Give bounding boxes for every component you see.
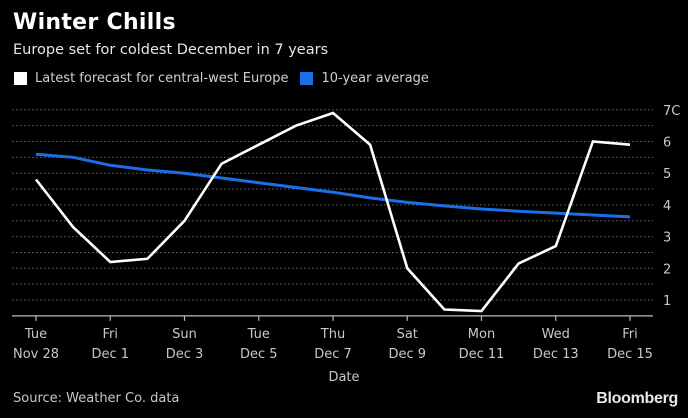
x-tick-label-day: Tue — [24, 327, 47, 342]
y-tick-label: 6 — [663, 136, 671, 151]
x-axis-title: Date — [328, 370, 359, 385]
x-tick-label-date: Dec 15 — [607, 347, 653, 362]
legend-item-average: 10-year average — [300, 71, 429, 86]
chart-title: Winter Chills — [13, 10, 176, 35]
x-tick-label-day: Tue — [247, 327, 270, 342]
series-line-forecast — [34, 111, 631, 313]
legend-swatch-forecast — [14, 72, 27, 85]
legend-label-forecast: Latest forecast for central-west Europe — [35, 71, 289, 86]
x-tick-label-date: Nov 28 — [13, 347, 59, 362]
chart-subtitle: Europe set for coldest December in 7 yea… — [13, 42, 329, 58]
x-tick-label-date: Dec 5 — [240, 347, 278, 362]
y-tick-label: 1 — [663, 294, 671, 309]
series-line-average — [35, 152, 631, 219]
x-tick-label-date: Dec 9 — [388, 347, 426, 362]
y-tick-label: 7C — [663, 104, 680, 119]
x-tick-label-day: Sat — [397, 327, 418, 342]
x-tick-label-day: Thu — [320, 327, 345, 342]
x-tick-label-date: Dec 1 — [91, 347, 129, 362]
bloomberg-logo: Bloomberg — [596, 390, 678, 407]
x-tick-label-day: Fri — [622, 327, 638, 342]
x-tick-label-day: Fri — [103, 327, 119, 342]
legend-item-forecast: Latest forecast for central-west Europe — [14, 71, 288, 86]
x-tick-label-date: Dec 11 — [459, 347, 505, 362]
y-tick-label: 2 — [663, 262, 671, 277]
source-note: Source: Weather Co. data — [13, 391, 180, 406]
y-tick-label: 5 — [663, 167, 671, 182]
legend-label-average: 10-year average — [321, 71, 429, 86]
x-tick-label-date: Dec 7 — [314, 347, 352, 362]
x-tick-label-day: Sun — [172, 327, 197, 342]
y-tick-label: 3 — [663, 231, 671, 246]
x-tick-label-day: Mon — [468, 327, 495, 342]
legend: Latest forecast for central-west Europe … — [14, 71, 441, 86]
y-tick-label: 4 — [663, 199, 671, 214]
x-tick-label-day: Wed — [542, 327, 570, 342]
legend-swatch-average — [300, 72, 314, 85]
x-tick-label-date: Dec 13 — [533, 347, 579, 362]
x-tick-label-date: Dec 3 — [166, 347, 204, 362]
